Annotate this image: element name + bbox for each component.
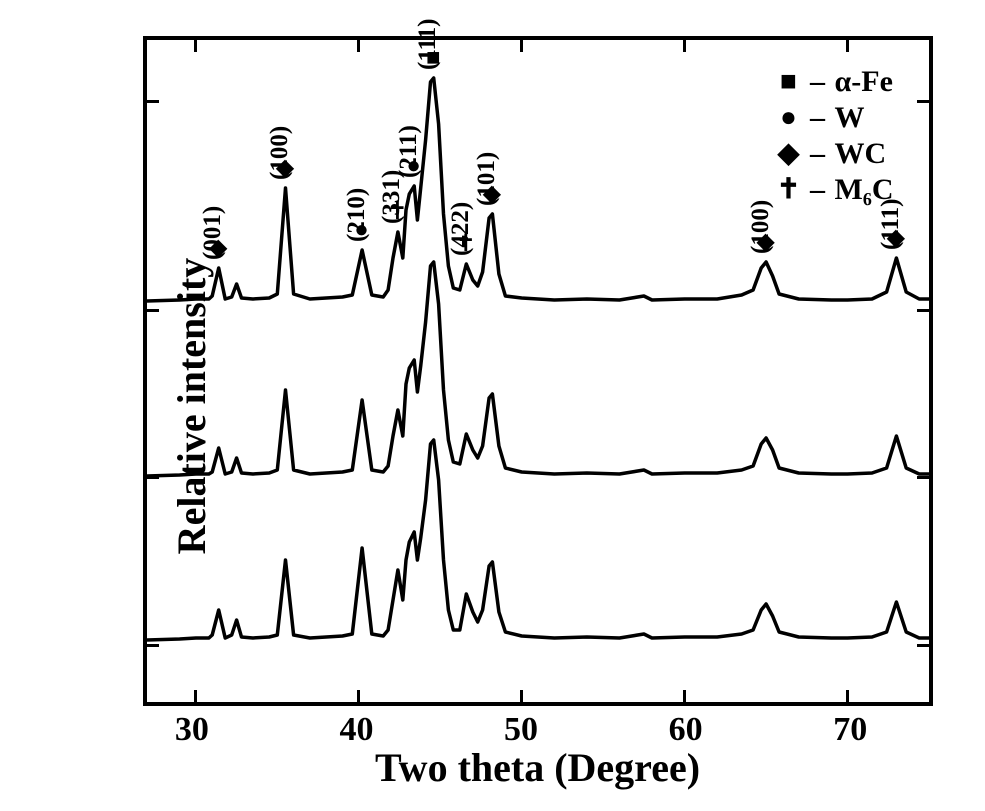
peak-label: (111): [414, 18, 442, 69]
y-tick-mark: [147, 644, 159, 647]
x-tick-mark-top: [846, 40, 849, 52]
circle-icon: ●: [777, 104, 801, 132]
legend-dash: –: [809, 173, 827, 207]
legend-dash: –: [809, 65, 827, 99]
x-tick-label: 40: [339, 711, 373, 749]
legend-dash: –: [809, 137, 827, 171]
x-tick-mark-bottom: [846, 690, 849, 702]
xrd-chart: Relative intensity Two theta (Degree) ■–…: [33, 21, 953, 791]
xrd-line-pattern-bottom: [147, 440, 929, 640]
legend-dash: –: [809, 101, 827, 135]
peak-label: (422): [447, 201, 475, 255]
x-tick-mark-bottom: [194, 690, 197, 702]
x-tick-label: 30: [175, 711, 209, 749]
peak-label: (100): [747, 199, 775, 253]
peak-label: (001): [199, 205, 227, 259]
peak-label: (111): [877, 198, 905, 249]
x-tick-mark-top: [520, 40, 523, 52]
legend-row: ●–W: [777, 101, 894, 135]
x-tick-label: 70: [833, 711, 867, 749]
legend-label: α-Fe: [835, 65, 893, 99]
legend-row: ✝–M₆C: [777, 173, 894, 207]
xrd-line-pattern-middle: [147, 262, 929, 476]
x-tick-container: 30 40 50 60 70: [143, 711, 933, 751]
peak-label: (210): [343, 187, 371, 241]
plot-area: ■–α-Fe●–W◆–WC✝–M₆C ◆(001)◆(100)●(210)✝(3…: [143, 36, 933, 706]
diamond-icon: ◆: [777, 140, 801, 168]
legend: ■–α-Fe●–W◆–WC✝–M₆C: [767, 58, 904, 214]
y-tick-mark: [147, 100, 159, 103]
legend-row: ■–α-Fe: [777, 65, 894, 99]
x-tick-mark-bottom: [357, 690, 360, 702]
peak-label: (101): [473, 151, 501, 205]
x-tick-label: 50: [504, 711, 538, 749]
x-tick-mark-bottom: [683, 690, 686, 702]
legend-label: W: [835, 101, 865, 135]
x-tick-mark-top: [683, 40, 686, 52]
x-tick-mark-top: [194, 40, 197, 52]
dagger-icon: ✝: [777, 176, 801, 204]
x-axis-label: Two theta (Degree): [143, 744, 933, 791]
legend-label: WC: [835, 137, 887, 171]
legend-row: ◆–WC: [777, 137, 894, 171]
y-tick-mark: [147, 476, 159, 479]
peak-label: (100): [266, 125, 294, 179]
x-tick-mark-top: [357, 40, 360, 52]
peak-label: (211): [395, 125, 423, 178]
y-tick-mark: [917, 309, 929, 312]
y-tick-mark: [917, 644, 929, 647]
y-tick-mark: [917, 476, 929, 479]
square-icon: ■: [777, 68, 801, 96]
x-tick-mark-bottom: [520, 690, 523, 702]
y-tick-mark: [147, 309, 159, 312]
x-tick-label: 60: [669, 711, 703, 749]
y-tick-mark: [917, 100, 929, 103]
